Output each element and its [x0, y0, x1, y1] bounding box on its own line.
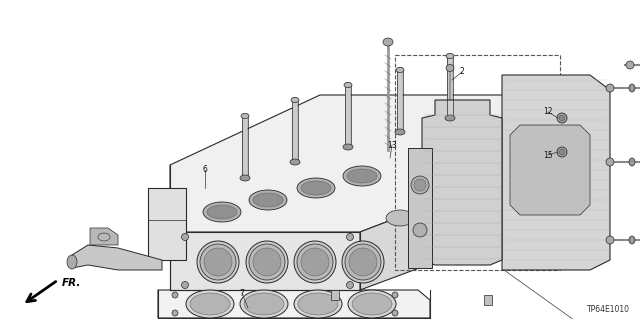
Ellipse shape: [606, 158, 614, 166]
Polygon shape: [510, 125, 590, 215]
Ellipse shape: [297, 244, 333, 280]
Ellipse shape: [240, 290, 288, 318]
Polygon shape: [90, 228, 118, 245]
Ellipse shape: [392, 292, 398, 298]
Ellipse shape: [298, 293, 338, 315]
Ellipse shape: [200, 244, 236, 280]
Ellipse shape: [446, 64, 454, 71]
Polygon shape: [170, 232, 360, 290]
Ellipse shape: [347, 169, 377, 183]
Text: 12: 12: [543, 108, 553, 116]
Ellipse shape: [301, 181, 331, 195]
Ellipse shape: [249, 190, 287, 210]
Ellipse shape: [345, 244, 381, 280]
Text: 7: 7: [239, 288, 244, 298]
Ellipse shape: [344, 83, 352, 87]
Ellipse shape: [249, 244, 285, 280]
Ellipse shape: [253, 248, 281, 276]
Polygon shape: [502, 75, 610, 270]
Polygon shape: [170, 95, 535, 232]
Text: TP64E1010: TP64E1010: [587, 305, 630, 314]
Ellipse shape: [182, 234, 189, 241]
Ellipse shape: [294, 290, 342, 318]
Text: 6: 6: [203, 166, 207, 174]
Text: 15: 15: [543, 151, 553, 160]
Ellipse shape: [67, 255, 77, 269]
Ellipse shape: [626, 61, 634, 69]
Ellipse shape: [343, 166, 381, 186]
Ellipse shape: [395, 129, 405, 135]
Ellipse shape: [349, 248, 377, 276]
Ellipse shape: [446, 54, 454, 58]
Ellipse shape: [629, 236, 635, 244]
Ellipse shape: [197, 241, 239, 283]
Ellipse shape: [348, 290, 396, 318]
Ellipse shape: [241, 114, 249, 118]
Polygon shape: [422, 100, 502, 265]
Ellipse shape: [294, 241, 336, 283]
Ellipse shape: [559, 115, 565, 121]
Ellipse shape: [445, 115, 455, 121]
Ellipse shape: [557, 147, 567, 157]
Bar: [148, 188, 186, 260]
Ellipse shape: [291, 98, 299, 102]
Ellipse shape: [204, 248, 232, 276]
Ellipse shape: [301, 248, 329, 276]
Ellipse shape: [244, 293, 284, 315]
Ellipse shape: [559, 149, 565, 155]
Bar: [331, 290, 339, 300]
Ellipse shape: [606, 84, 614, 92]
Ellipse shape: [629, 158, 635, 166]
Ellipse shape: [297, 178, 335, 198]
Ellipse shape: [246, 241, 288, 283]
Ellipse shape: [172, 292, 178, 298]
Ellipse shape: [392, 310, 398, 316]
Ellipse shape: [414, 179, 426, 191]
Ellipse shape: [253, 193, 283, 207]
Ellipse shape: [606, 236, 614, 244]
Ellipse shape: [413, 223, 427, 237]
Bar: [484, 295, 492, 305]
Ellipse shape: [186, 290, 234, 318]
Ellipse shape: [557, 113, 567, 123]
Text: 13: 13: [387, 140, 397, 150]
Ellipse shape: [629, 84, 635, 92]
Ellipse shape: [182, 281, 189, 288]
Polygon shape: [360, 165, 535, 290]
Ellipse shape: [383, 38, 393, 46]
Ellipse shape: [386, 210, 414, 226]
Ellipse shape: [207, 205, 237, 219]
Ellipse shape: [290, 159, 300, 165]
Ellipse shape: [396, 68, 404, 72]
Polygon shape: [158, 290, 430, 318]
Polygon shape: [408, 148, 432, 268]
Ellipse shape: [203, 202, 241, 222]
Ellipse shape: [240, 175, 250, 181]
Text: 2: 2: [460, 68, 465, 77]
Ellipse shape: [346, 234, 353, 241]
Ellipse shape: [411, 176, 429, 194]
Bar: [395, 55, 560, 270]
Ellipse shape: [172, 310, 178, 316]
Polygon shape: [72, 245, 162, 270]
Ellipse shape: [190, 293, 230, 315]
Ellipse shape: [434, 197, 462, 213]
Ellipse shape: [343, 144, 353, 150]
Ellipse shape: [342, 241, 384, 283]
Ellipse shape: [346, 281, 353, 288]
Ellipse shape: [352, 293, 392, 315]
Text: FR.: FR.: [62, 278, 81, 288]
